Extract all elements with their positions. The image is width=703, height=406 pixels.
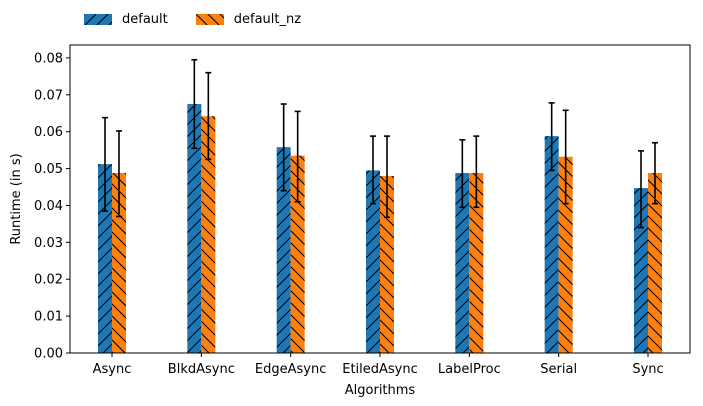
bars-layer	[98, 104, 662, 353]
x-tick-label-labelproc: LabelProc	[438, 362, 501, 377]
x-tick-label-sync: Sync	[632, 362, 663, 377]
y-tick-label: 0.01	[34, 310, 63, 325]
legend-swatch-default	[84, 14, 112, 25]
y-tick-label: 0.02	[34, 273, 63, 288]
error-bar-default-etiledasync	[370, 135, 376, 205]
bar-default-nz-edgeasync	[290, 155, 305, 353]
x-tick-label-serial: Serial	[540, 362, 577, 377]
y-tick-label: 0.03	[34, 236, 63, 251]
y-tick-label: 0.04	[34, 199, 63, 214]
y-tick-label: 0.07	[34, 88, 63, 103]
bar-default-etiledasync	[366, 170, 380, 353]
y-tick-label: 0.05	[34, 162, 63, 177]
y-tick-label: 0.00	[34, 347, 63, 362]
x-tick-label-async: Async	[93, 362, 132, 377]
legend-label-default: default	[122, 12, 168, 27]
legend-item-default: default	[84, 12, 168, 27]
bar-default-edgeasync	[276, 147, 291, 353]
x-tick-label-blkdasync: BlkdAsync	[168, 362, 235, 377]
bar-default-blkdasync	[187, 104, 202, 353]
bar-default-nz-blkdasync	[201, 116, 216, 353]
y-axis-label: Runtime (in s)	[9, 153, 24, 244]
error-bar-default-nz-async	[116, 130, 122, 218]
x-axis-label: Algorithms	[345, 383, 416, 398]
error-bar-default-edgeasync	[280, 103, 287, 192]
error-bar-default-blkdasync	[191, 58, 198, 150]
error-bar-default-labelproc	[459, 138, 466, 209]
error-bar-default-nz-etiledasync	[384, 135, 390, 219]
error-bar-default-sync	[638, 150, 644, 229]
y-tick-label: 0.08	[34, 51, 63, 66]
bar-default-async	[98, 164, 112, 353]
bar-default-nz-async	[112, 172, 126, 353]
error-bars-layer	[102, 58, 658, 229]
y-tick-label: 0.06	[34, 125, 63, 140]
bar-default-nz-sync	[648, 172, 662, 353]
error-bar-default-nz-blkdasync	[205, 71, 212, 161]
legend: default default_nz	[84, 12, 329, 27]
error-bar-default-nz-sync	[652, 141, 658, 205]
legend-label-default-nz: default_nz	[233, 12, 302, 27]
bar-default-sync	[634, 188, 648, 353]
legend-item-default-nz: default_nz	[195, 12, 302, 27]
error-bar-default-async	[102, 116, 108, 212]
bar-default-labelproc	[455, 172, 470, 353]
bar-default-nz-serial	[558, 156, 573, 353]
error-bar-default-nz-labelproc	[473, 135, 480, 209]
error-bar-default-nz-serial	[562, 109, 569, 205]
x-tick-label-etiledasync: EtiledAsync	[342, 362, 418, 377]
error-bar-default-nz-edgeasync	[294, 110, 301, 203]
legend-swatch-default-nz	[195, 14, 224, 25]
x-tick-label-edgeasync: EdgeAsync	[255, 362, 326, 377]
error-bar-default-serial	[548, 102, 555, 172]
bar-default-nz-etiledasync	[380, 175, 394, 353]
axes-layer: 0.00 0.01 0.02 0.03 0.04 0.05 0.06 0.07 0.08 Asyn…	[34, 51, 664, 377]
bar-default-serial	[544, 136, 559, 353]
bar-default-nz-labelproc	[469, 172, 484, 353]
